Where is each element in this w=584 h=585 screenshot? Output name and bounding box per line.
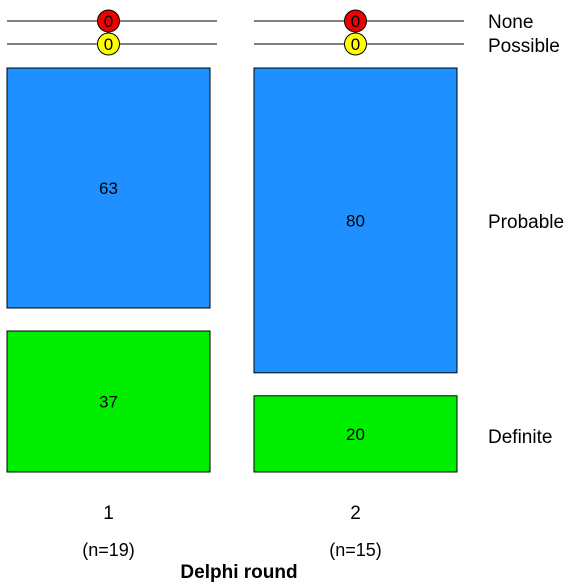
zero-marker-none-round-1 (97, 9, 120, 33)
axis-layer: Delphi round 1 (n=19) 2 (n=15) (82, 503, 382, 583)
zero-marker-label-none-round-2: 0 (351, 12, 360, 31)
zero-marker-possible-round-2 (344, 32, 367, 56)
zero-marker-possible-round-1 (97, 32, 120, 56)
x-tick-label-round-1: 1 (103, 503, 114, 524)
bar-definite-round-1 (6, 330, 211, 473)
bar-label-definite-round-2: 20 (346, 425, 365, 444)
x-tick-sublabel-round-2: (n=15) (329, 540, 382, 560)
zero-marker-label-none-round-1: 0 (104, 12, 113, 31)
x-tick-label-round-2: 2 (350, 503, 361, 524)
zero-marker-none-round-2 (344, 9, 367, 33)
zero-marker-label-possible-round-2: 0 (351, 35, 360, 54)
zero-markers-layer: 0 0 0 0 (97, 9, 367, 56)
bar-probable-round-1 (6, 67, 211, 309)
zero-lines-layer (7, 20, 464, 45)
legend-label-none: None (488, 12, 533, 33)
bar-probable-round-2 (253, 67, 458, 374)
x-tick-sublabel-round-1: (n=19) (82, 540, 135, 560)
legend-layer: None Possible Probable Definite (488, 12, 564, 448)
bar-label-probable-round-2: 80 (346, 211, 365, 230)
legend-label-possible: Possible (488, 36, 560, 57)
legend-label-probable: Probable (488, 212, 564, 233)
x-axis-title: Delphi round (180, 562, 297, 583)
zero-marker-label-possible-round-1: 0 (104, 35, 113, 54)
legend-label-definite: Definite (488, 427, 552, 448)
bar-label-definite-round-1: 37 (99, 393, 118, 412)
bars-layer: 37 63 20 80 (6, 67, 458, 473)
bar-label-probable-round-1: 63 (99, 179, 118, 198)
bar-definite-round-2 (253, 395, 458, 473)
